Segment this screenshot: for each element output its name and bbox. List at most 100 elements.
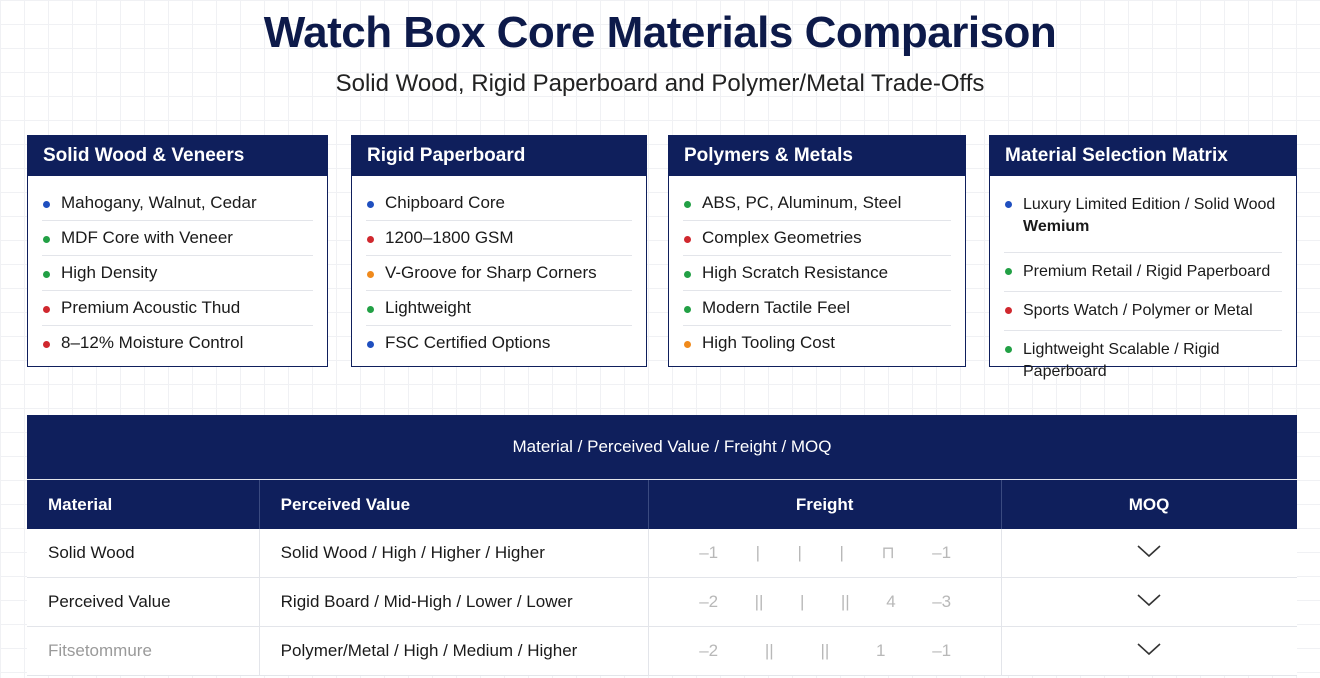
freight-mark: ‒2 — [699, 592, 719, 611]
bullet-dot — [367, 306, 374, 313]
list-item: Chipboard Core — [366, 186, 632, 221]
list-item: 8‒12% Moisture Control — [42, 326, 313, 360]
bullet-dot — [43, 236, 50, 243]
list-item: FSC Certified Options — [366, 326, 632, 360]
list-item: Mahogany, Walnut, Cedar — [42, 186, 313, 221]
freight-marks: ‒2 || | || 4 ‒3 — [699, 592, 951, 612]
card-body: Chipboard Core 1200‒1800 GSM V-Groove for … — [352, 176, 646, 360]
item-text: Complex Geometries — [702, 228, 862, 247]
list-item: 1200‒1800 GSM — [366, 221, 632, 256]
item-text: FSC Certified Options — [385, 333, 551, 352]
item-text: 8‒12% Moisture Control — [61, 333, 244, 352]
freight-mark: ‒3 — [932, 592, 952, 611]
list-item: Lightweight — [366, 291, 632, 326]
list-item: Premium Acoustic Thud — [42, 291, 313, 326]
freight-mark: || — [820, 641, 830, 660]
column-header: MOQ — [1001, 479, 1297, 529]
bullet-dot — [1005, 346, 1012, 353]
card-body: Mahogany, Walnut, Cedar MDF Core with Ven… — [28, 176, 327, 360]
list-item: High Tooling Cost — [683, 326, 951, 360]
bullet-dot — [684, 341, 691, 348]
item-text: Lightweight Scalable / Rigid Paperboard — [1023, 341, 1220, 380]
list-item: Complex Geometries — [683, 221, 951, 256]
freight-mark: ‒1 — [932, 543, 952, 562]
table-title: Material / Perceived Value / Freight / M… — [27, 415, 1297, 480]
freight-mark: ⊓ — [881, 543, 895, 562]
list-item: Luxury Limited Edition / Solid Wood Wemiu… — [1004, 186, 1282, 253]
bullet-dot — [1005, 201, 1012, 208]
item-text: Luxury Limited Edition / Solid Wood — [1023, 196, 1276, 213]
bullet-dot — [367, 271, 374, 278]
column-header: Freight — [648, 479, 1002, 529]
page-subtitle: Solid Wood, Rigid Paperboard and Polymer… — [335, 70, 985, 97]
bullet-dot — [367, 201, 374, 208]
list-item: Premium Retail / Rigid Paperboard — [1004, 253, 1282, 292]
freight-cell: ‒2 || | || 4 ‒3 — [648, 577, 1002, 627]
list-item: High Density — [42, 256, 313, 291]
comparison-table: Material / Perceived Value / Freight / M… — [27, 415, 1297, 676]
list-item: Sports Watch / Polymer or Metal — [1004, 292, 1282, 331]
card-body: Luxury Limited Edition / Solid Wood Wemiu… — [990, 176, 1296, 391]
freight-mark: || — [764, 641, 774, 660]
item-text: High Tooling Cost — [702, 333, 835, 352]
bullet-dot — [684, 271, 691, 278]
freight-mark: ‒1 — [699, 543, 719, 562]
freight-marks: ‒2 || || 1 ‒1 — [699, 641, 951, 661]
freight-mark: | — [755, 543, 761, 562]
freight-mark: 4 — [886, 592, 896, 611]
list-item: V-Groove for Sharp Corners — [366, 256, 632, 291]
moq-cell — [1001, 529, 1297, 578]
item-text: Modern Tactile Feel — [702, 298, 851, 317]
value-cell: Solid Wood / High / Higher / Higher — [258, 529, 649, 578]
table-row: Fitsetommure Polymer/Metal / High / Mediu… — [27, 626, 1297, 676]
page-title: Watch Box Core Materials Comparison — [263, 8, 1057, 57]
freight-mark: | — [839, 543, 844, 562]
card-title: Rigid Paperboard — [352, 136, 646, 176]
chevron-icon — [1137, 594, 1161, 607]
freight-mark: || — [754, 592, 764, 611]
item-text: V-Groove for Sharp Corners — [385, 263, 597, 282]
list-item: Lightweight Scalable / Rigid Paperboard — [1004, 331, 1282, 391]
bullet-dot — [1005, 268, 1012, 275]
table-row: Solid Wood Solid Wood / High / Higher / H… — [27, 529, 1297, 578]
bullet-dot — [43, 306, 50, 313]
freight-marks: ‒1 | | | ⊓ ‒1 — [699, 543, 951, 563]
card-title: Solid Wood & Veneers — [28, 136, 327, 176]
material-cell: Perceived Value — [27, 577, 260, 627]
bullet-dot — [1005, 307, 1012, 314]
item-text: MDF Core with Veneer — [61, 228, 233, 247]
bullet-dot — [43, 271, 50, 278]
card: Solid Wood & Veneers Mahogany, Walnut, Ce… — [27, 135, 328, 367]
chevron-icon — [1137, 643, 1161, 656]
card-body: ABS, PC, Aluminum, Steel Complex Geometri… — [669, 176, 965, 360]
freight-mark: 1 — [876, 641, 886, 660]
column-header: Material — [27, 479, 260, 529]
bullet-dot — [43, 341, 50, 348]
freight-mark: ‒2 — [699, 641, 719, 660]
card: Polymers & Metals ABS, PC, Aluminum, Stee… — [668, 135, 966, 367]
list-item: Modern Tactile Feel — [683, 291, 951, 326]
item-note: Wemium — [1023, 218, 1090, 235]
material-cell: Solid Wood — [27, 529, 260, 578]
freight-mark: | — [799, 592, 805, 611]
bullet-dot — [684, 201, 691, 208]
bullet-dot — [367, 236, 374, 243]
item-text: 1200‒1800 GSM — [385, 228, 514, 247]
card: Material Selection Matrix Luxury Limited … — [989, 135, 1297, 380]
item-text: High Density — [61, 263, 158, 282]
item-text: Lightweight — [385, 298, 472, 317]
bullet-dot — [43, 201, 50, 208]
card: Rigid Paperboard Chipboard Core 1200‒1800 … — [351, 135, 647, 367]
moq-cell — [1001, 577, 1297, 627]
bullet-dot — [684, 306, 691, 313]
freight-mark: | — [797, 543, 802, 562]
item-text: Premium Acoustic Thud — [61, 298, 241, 317]
material-cell: Fitsetommure — [27, 626, 260, 676]
freight-cell: ‒2 || || 1 ‒1 — [648, 626, 1002, 676]
list-item: ABS, PC, Aluminum, Steel — [683, 186, 951, 221]
header-row: Material Perceived Value Freight MOQ — [27, 479, 1297, 529]
chevron-icon — [1137, 545, 1161, 558]
table-row: Perceived Value Rigid Board / Mid-High / … — [27, 577, 1297, 627]
item-text: Premium Retail / Rigid Paperboard — [1023, 263, 1271, 280]
